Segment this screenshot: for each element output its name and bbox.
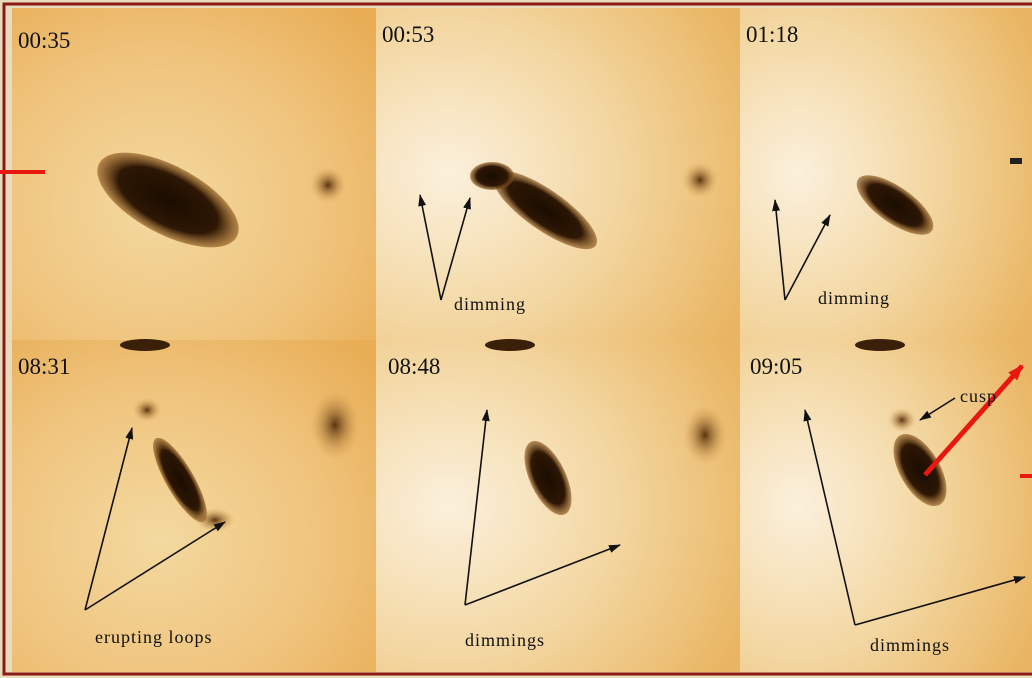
mark — [1010, 158, 1022, 164]
timestamp: 08:31 — [18, 354, 70, 379]
timestamp: 08:48 — [388, 354, 440, 379]
timestamp: 09:05 — [750, 354, 802, 379]
annotation: dimmings — [870, 635, 950, 655]
spot — [682, 162, 718, 198]
spot — [888, 408, 916, 432]
figure: 00:35 00:53 01:18 08:31 08:48 09:05 dimm… — [0, 0, 1032, 678]
spot — [485, 339, 535, 351]
spot — [133, 398, 161, 422]
spot — [120, 339, 170, 351]
annotation: dimming — [454, 294, 526, 314]
spot — [855, 339, 905, 351]
annotation: dimmings — [465, 630, 545, 650]
spot — [683, 405, 727, 465]
annotation: dimming — [818, 288, 890, 308]
timestamp: 00:35 — [18, 28, 70, 53]
annotation: cusp — [960, 386, 997, 406]
spot — [310, 390, 360, 460]
timestamp: 00:53 — [382, 22, 434, 47]
timestamp: 01:18 — [746, 22, 798, 47]
blob — [470, 162, 514, 190]
spot — [310, 167, 346, 203]
annotation: erupting loops — [95, 627, 213, 647]
